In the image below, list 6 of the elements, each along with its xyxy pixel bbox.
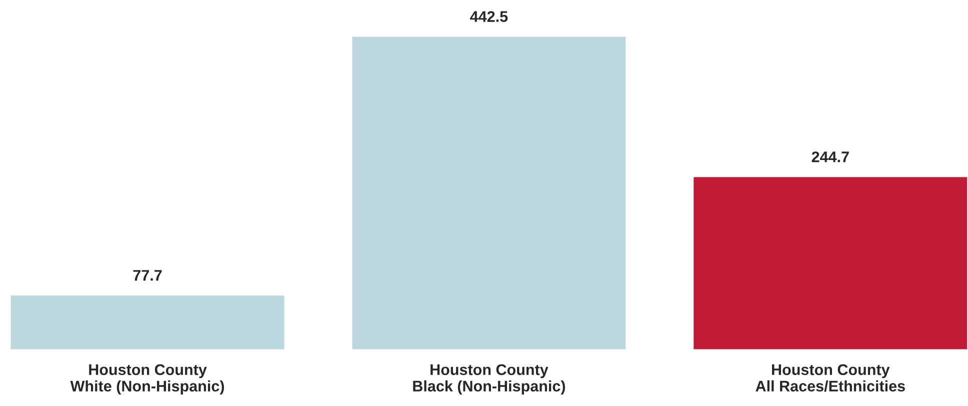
x-tick-label: Houston County All Races/Ethnicities bbox=[756, 364, 905, 392]
x-tick-label: Houston County White (Non-Hispanic) bbox=[70, 364, 224, 395]
data-label: 442.5 bbox=[470, 11, 508, 22]
data-label: 77.7 bbox=[133, 270, 162, 281]
data-label: 244.7 bbox=[812, 151, 849, 162]
x-tick-label: Houston County Black (Non-Hispanic) bbox=[413, 364, 566, 395]
